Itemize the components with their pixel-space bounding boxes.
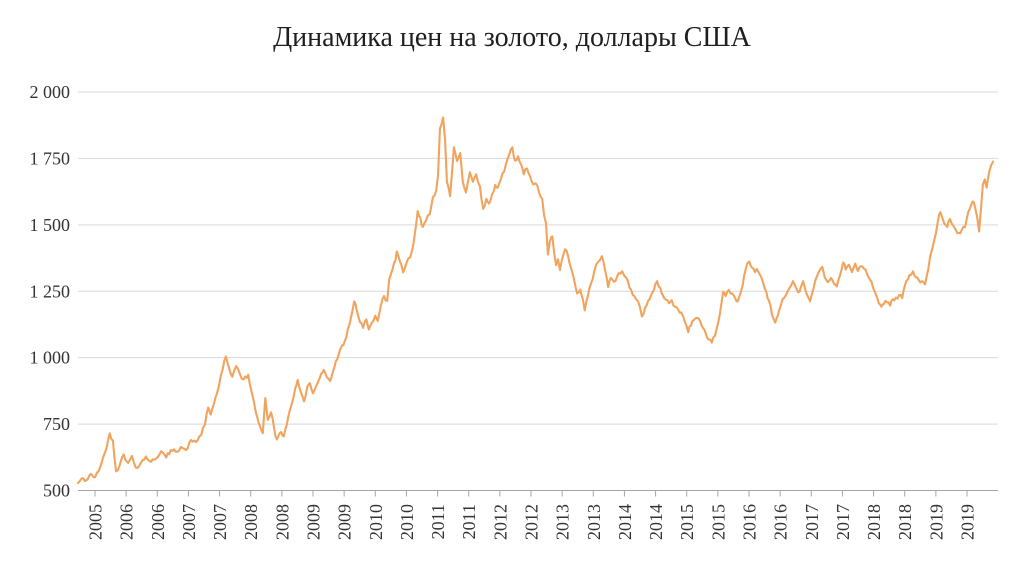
x-axis-tick-label: 2010: [366, 504, 386, 540]
y-axis-tick-label: 2 000: [30, 82, 71, 102]
x-axis-tick-label: 2017: [802, 504, 822, 540]
x-axis-tick-label: 2008: [241, 504, 261, 540]
x-axis-tick-label: 2012: [522, 504, 542, 540]
x-axis-tick-label: 2011: [428, 504, 448, 539]
x-axis-tick-label: 2019: [958, 504, 978, 540]
x-axis-tick-label: 2019: [926, 504, 946, 540]
x-axis-tick-label: 2011: [459, 504, 479, 539]
y-axis-tick-label: 750: [43, 414, 70, 434]
y-axis-tick-label: 1 500: [30, 215, 71, 235]
x-axis-tick-label: 2007: [179, 504, 199, 540]
x-axis-tick-label: 2014: [615, 504, 635, 540]
x-axis-tick-label: 2013: [584, 504, 604, 540]
y-axis-tick-label: 1 250: [30, 281, 71, 301]
x-axis-tick-label: 2006: [148, 504, 168, 540]
y-axis-tick-label: 1 000: [30, 348, 71, 368]
x-axis-tick-label: 2008: [272, 504, 292, 540]
y-axis-tick-label: 500: [43, 481, 70, 501]
x-axis-tick-label: 2016: [740, 504, 760, 540]
x-axis-tick-label: 2014: [646, 504, 666, 540]
chart-title: Динамика цен на золото, доллары США: [273, 22, 751, 53]
x-axis-tick-label: 2005: [86, 504, 106, 540]
x-axis-tick-label: 2015: [708, 504, 728, 540]
x-axis-tick-label: 2013: [553, 504, 573, 540]
x-axis-tick-label: 2006: [117, 504, 137, 540]
x-axis-tick-label: 2007: [210, 504, 230, 540]
gold-price-line: [76, 116, 995, 485]
x-axis-tick-label: 2009: [335, 504, 355, 540]
x-axis-tick-label: 2016: [771, 504, 791, 540]
x-axis-tick-label: 2010: [397, 504, 417, 540]
y-axis-tick-label: 1 750: [30, 148, 71, 168]
x-axis-tick-label: 2009: [304, 504, 324, 540]
x-axis-tick-label: 2018: [864, 504, 884, 540]
x-axis-tick-label: 2015: [677, 504, 697, 540]
x-axis-tick-label: 2018: [895, 504, 915, 540]
x-axis-tick-label: 2012: [490, 504, 510, 540]
x-axis-tick-label: 2017: [833, 504, 853, 540]
